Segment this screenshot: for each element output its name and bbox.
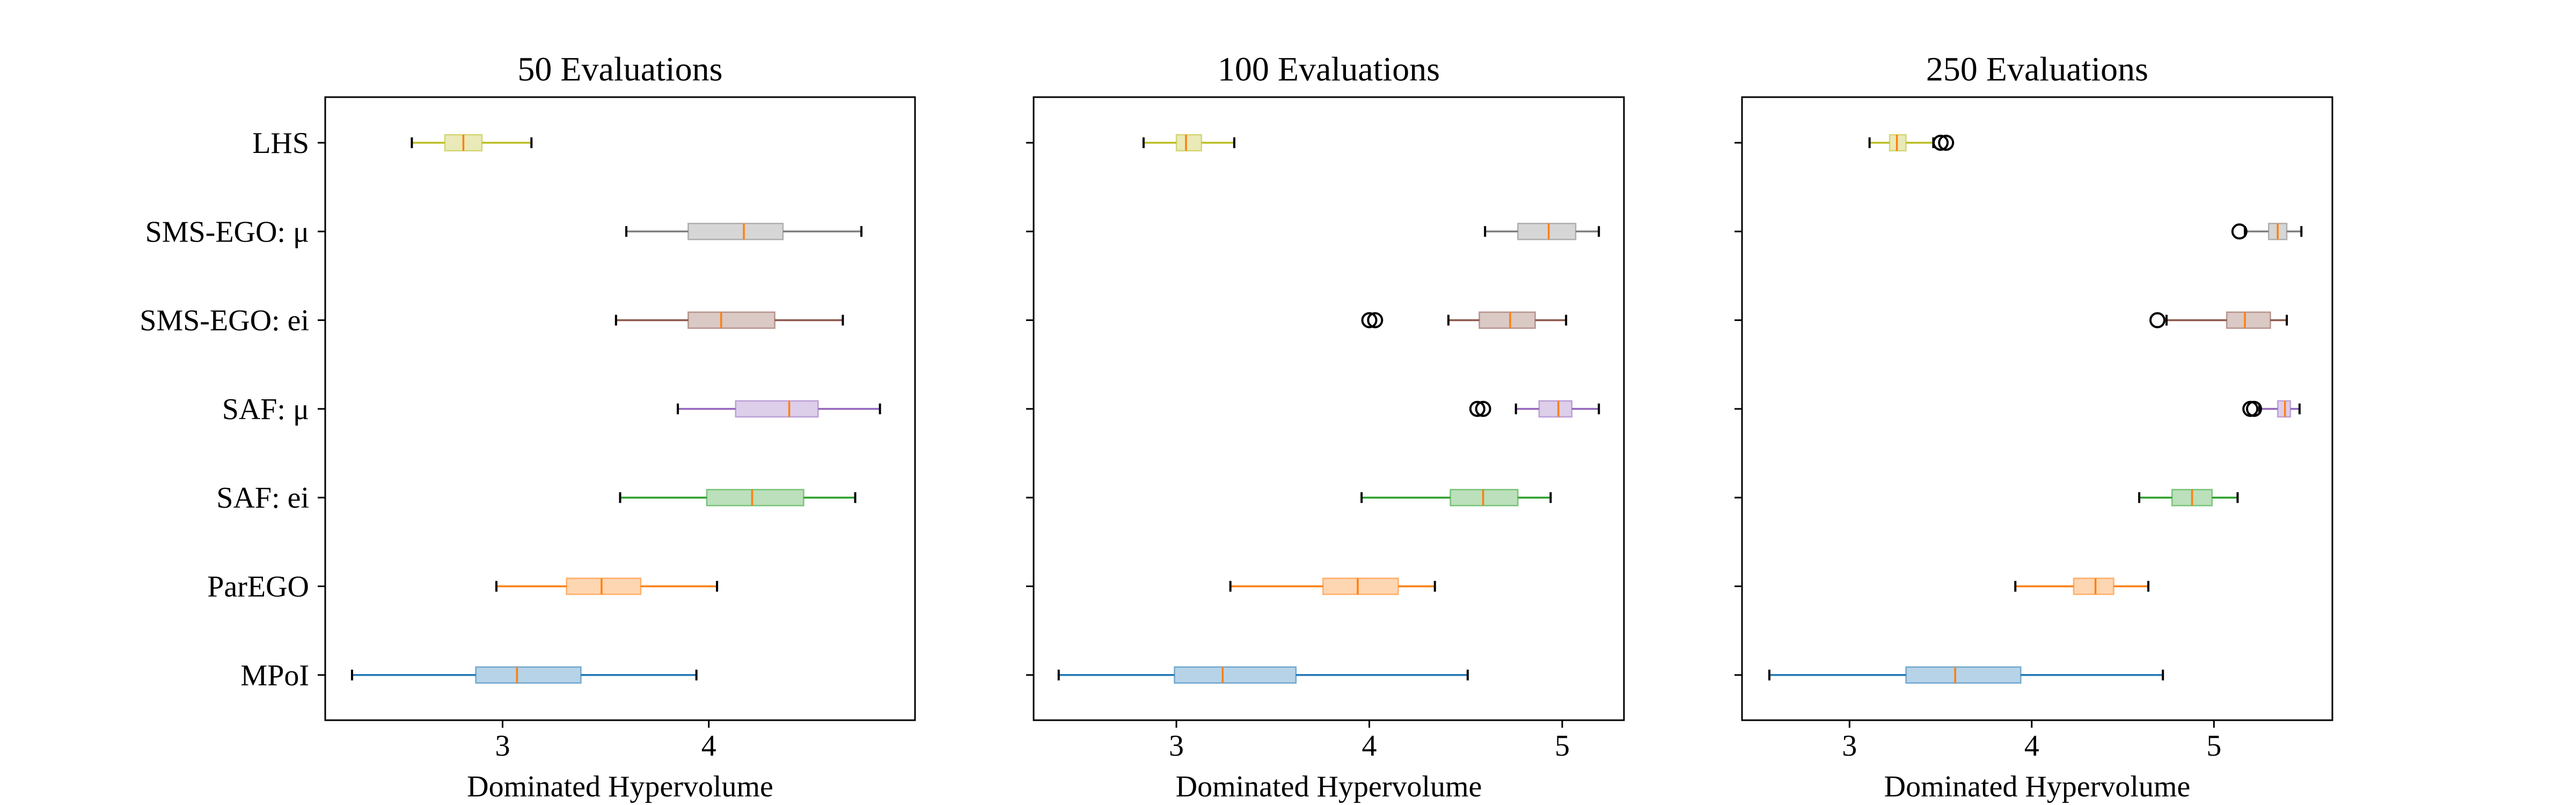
- x-tick-label: 5: [1555, 729, 1570, 763]
- y-tick-label: SAF: ei: [216, 481, 309, 515]
- outlier-point: [1938, 135, 1955, 151]
- box: [1322, 577, 1399, 595]
- x-axis-label: Dominated Hypervolume: [467, 770, 773, 803]
- y-tick-label: SAF: μ: [222, 393, 309, 426]
- outlier-point: [1469, 400, 1485, 417]
- y-tick-label: SMS-EGO: ei: [140, 304, 309, 338]
- x-tick-label: 5: [2206, 729, 2221, 763]
- panel-50-evaluations: 50 Evaluations Dominated Hypervolume 3 4 L…: [140, 50, 916, 803]
- box: [2226, 311, 2271, 329]
- box: [706, 488, 804, 507]
- panel-title: 250 Evaluations: [1926, 50, 2148, 88]
- x-tick-label: 4: [1362, 729, 1377, 763]
- panel-250-evaluations: 250 Evaluations Dominated Hypervolume 3 4…: [1735, 50, 2333, 803]
- x-tick-label: 4: [2024, 729, 2039, 763]
- box: [687, 223, 784, 240]
- box: [475, 666, 582, 684]
- x-tick-label: 3: [495, 729, 510, 763]
- box: [1905, 666, 2022, 684]
- outlier-point: [2246, 400, 2263, 417]
- outlier-point: [1475, 400, 1491, 417]
- box: [1538, 400, 1573, 418]
- outlier-point: [1933, 135, 1949, 151]
- y-tick-label: MPoI: [240, 659, 309, 692]
- box: [1175, 134, 1202, 152]
- panel-100-evaluations: 100 Evaluations Dominated Hypervolume 3 4…: [1026, 50, 1625, 803]
- box: [566, 577, 642, 595]
- panel-title: 100 Evaluations: [1218, 50, 1440, 88]
- box: [1450, 488, 1519, 507]
- x-tick-label: 3: [1842, 729, 1857, 763]
- box: [735, 400, 819, 418]
- box: [1517, 223, 1577, 240]
- x-tick-label: 3: [1169, 729, 1184, 763]
- x-tick-label: 4: [701, 729, 716, 763]
- x-axis-label: Dominated Hypervolume: [1176, 770, 1482, 803]
- outlier-point: [1367, 312, 1384, 328]
- outlier-point: [2149, 312, 2166, 328]
- box: [2073, 577, 2114, 595]
- box: [687, 311, 775, 329]
- box: [1174, 666, 1297, 684]
- y-tick-label: SMS-EGO: μ: [145, 215, 309, 248]
- panel-title: 50 Evaluations: [517, 50, 722, 88]
- outlier-point: [1361, 312, 1378, 328]
- y-tick-label: LHS: [252, 127, 309, 160]
- y-tick-label: ParEGO: [207, 570, 309, 604]
- outlier-point: [2231, 223, 2248, 240]
- box: [1479, 311, 1536, 329]
- x-axis-label: Dominated Hypervolume: [1884, 770, 2191, 803]
